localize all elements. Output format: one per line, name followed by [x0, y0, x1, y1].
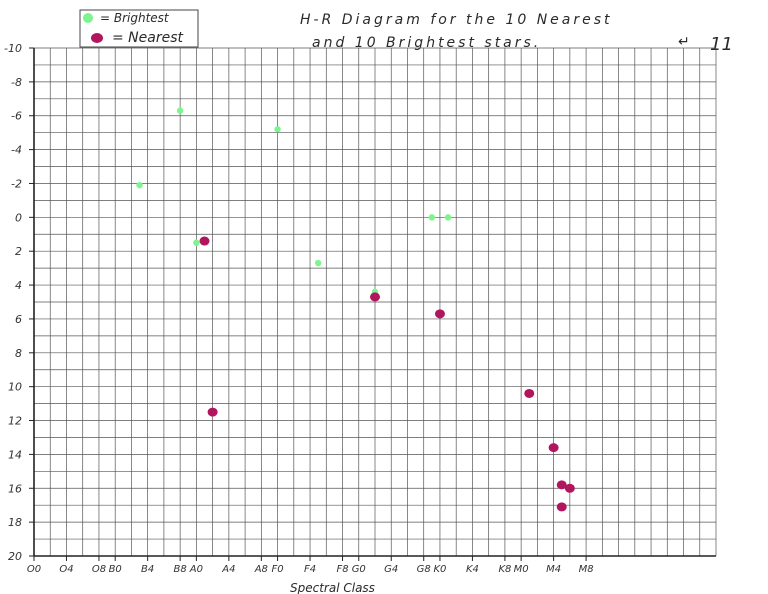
- x-tick-labels: O0 O4 O8 B0 B4 B8 A0 A4 A8 F0 F4 F8 G0 G4 G8 K0 K4 K8 M0 M4…: [27, 556, 594, 575]
- x-tick-label: A0: [189, 564, 203, 575]
- legend-brightest-label: = Brightest: [100, 11, 170, 25]
- x-tick-label: M0: [514, 564, 529, 575]
- legend: = Brightest = Nearest: [79, 9, 199, 48]
- x-tick-label: B4: [141, 564, 154, 575]
- y-tick-label: 14: [8, 448, 22, 461]
- x-tick-label: O0: [27, 564, 41, 575]
- y-tick-label: 0: [15, 211, 22, 224]
- x-tick-label: F0: [272, 564, 284, 575]
- y-tick-label: 20: [8, 550, 22, 563]
- y-tick-label: 4: [15, 279, 22, 292]
- x-tick-label: B8: [174, 564, 187, 575]
- x-tick-label: G8: [417, 564, 431, 575]
- x-tick-label: A8: [254, 564, 268, 575]
- x-tick-label: M4: [546, 564, 561, 575]
- x-tick-label: M8: [579, 564, 594, 575]
- x-tick-label: F8: [336, 564, 348, 575]
- x-tick-label: B0: [109, 564, 122, 575]
- nearest-star-point: [556, 502, 567, 512]
- y-tick-label: -8: [11, 76, 22, 89]
- brightest-star-point: [136, 181, 143, 189]
- y-tick-labels: -10 -8 -6 -4 -2 0 2 4 6 8 10 12 14 16 18 20: [4, 42, 34, 563]
- y-tick-label: 8: [15, 347, 22, 360]
- chart-title-line1: H-R Diagram for the 10 Nearest: [300, 12, 613, 28]
- legend-box: [79, 9, 199, 48]
- chart-title-line2: and 10 Brightest stars.: [312, 35, 541, 51]
- y-tick-label: 6: [15, 313, 22, 326]
- nearest-star-point: [548, 443, 559, 453]
- brightest-star-point: [176, 107, 184, 114]
- legend-nearest-label: = Nearest: [112, 30, 184, 46]
- y-tick-label: -4: [11, 144, 22, 157]
- data-points: [136, 107, 575, 512]
- nearest-star-point: [564, 483, 575, 493]
- brightest-star-point: [428, 214, 436, 221]
- nearest-star-point: [556, 480, 567, 490]
- nearest-star-point: [370, 292, 380, 302]
- nearest-star-point: [199, 236, 210, 246]
- legend-nearest-marker: [91, 33, 103, 43]
- x-tick-label: F4: [304, 564, 316, 575]
- y-tick-label: 2: [15, 245, 22, 258]
- y-tick-label: 12: [8, 415, 22, 428]
- x-tick-label: A4: [221, 564, 235, 575]
- y-tick-label: 16: [8, 482, 22, 495]
- legend-brightest-marker: [83, 13, 93, 23]
- brightest-star-point: [193, 239, 200, 246]
- x-tick-label: G0: [352, 564, 366, 575]
- x-tick-label: K8: [498, 564, 511, 575]
- nearest-star-point: [434, 309, 445, 319]
- brightest-star-point: [274, 126, 281, 133]
- y-tick-label: -6: [11, 110, 22, 123]
- x-tick-label: O8: [92, 564, 106, 575]
- x-tick-label: G4: [384, 564, 398, 575]
- y-tick-label: -2: [11, 177, 22, 190]
- x-tick-label: K0: [433, 564, 446, 575]
- page-number: 11: [710, 34, 733, 55]
- nearest-star-point: [207, 407, 218, 417]
- brightest-star-point: [314, 259, 322, 267]
- arrow-note-icon: ↵: [678, 34, 690, 50]
- grid: [33, 47, 717, 557]
- brightest-star-point: [444, 214, 452, 221]
- x-axis-label: Spectral Class: [290, 581, 375, 594]
- y-tick-label: 18: [8, 516, 22, 529]
- x-tick-label: O4: [59, 564, 73, 575]
- nearest-star-point: [524, 388, 535, 398]
- y-tick-label: -10: [4, 42, 22, 55]
- x-tick-label: K4: [466, 564, 479, 575]
- y-tick-label: 10: [8, 381, 22, 394]
